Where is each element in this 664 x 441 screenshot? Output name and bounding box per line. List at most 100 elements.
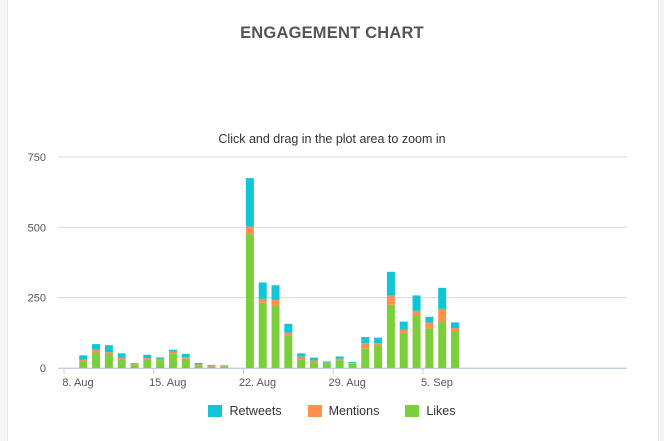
legend-item-mentions[interactable]: Mentions [307,404,380,418]
y-tick-label: 0 [40,363,46,375]
bar-likes [386,304,395,368]
x-tick-label: 8. Aug [62,377,93,389]
bar-likes [117,359,126,368]
bar-mentions [451,328,460,332]
legend-item-likes[interactable]: Likes [405,404,456,418]
chart-title: ENGAGEMENT CHART [240,24,424,42]
bar-retweets [207,364,216,366]
bar-mentions [194,364,203,366]
bar-mentions [399,329,408,333]
bar-retweets [438,287,447,309]
bar-mentions [104,352,113,355]
bar-mentions [143,358,152,360]
bar-mentions [438,308,447,322]
bar-likes [156,360,165,368]
legend-item-retweets[interactable]: Retweets [208,404,282,418]
bar-retweets [386,271,395,296]
bar-retweets [168,349,177,352]
legend-swatch [208,405,223,417]
bar-mentions [284,332,293,336]
bar-mentions [117,357,126,360]
bar-mentions [258,298,267,303]
bar-likes [207,366,216,368]
bar-mentions [348,362,357,364]
bar-likes [297,359,306,368]
bar-retweets [322,361,331,363]
bar-likes [374,345,383,368]
bar-mentions [168,351,177,354]
bar-likes [258,302,267,368]
bar-mentions [335,358,344,361]
bar-likes [220,366,229,368]
bar-mentions [412,310,421,316]
bar-retweets [412,295,421,311]
bar-retweets [258,282,267,299]
bar-likes [322,363,331,368]
bar-retweets [297,353,306,357]
bar-retweets [220,365,229,366]
bar-mentions [361,343,370,349]
bar-mentions [271,299,280,306]
bar-retweets [143,354,152,359]
bar-likes [284,335,293,368]
bar-likes [92,352,101,368]
bar-likes [130,364,139,368]
bar-mentions [322,362,331,364]
bar-likes [245,234,254,368]
bar-retweets [361,337,370,344]
bar-likes [79,360,88,368]
bar-retweets [335,356,344,359]
x-tick-label: 29. Aug [329,377,366,389]
bar-mentions [156,358,165,361]
bar-retweets [181,353,190,358]
bar-mentions [79,359,88,361]
bar-mentions [181,357,190,359]
bar-retweets [309,357,318,361]
bar-retweets [117,353,126,358]
bar-mentions [245,226,254,235]
bar-likes [181,358,190,368]
bar-likes [335,360,344,368]
bar-retweets [451,322,460,329]
bar-mentions [309,360,318,363]
bar-likes [451,331,460,368]
bar-mentions [130,364,139,365]
bar-retweets [245,178,254,227]
bar-retweets [425,316,434,323]
bar-likes [143,359,152,368]
bar-retweets [79,355,88,360]
bar-likes [438,321,447,368]
bar-retweets [130,363,139,365]
bar-likes [412,315,421,368]
bar-retweets [156,357,165,359]
bar-retweets [104,345,113,353]
bar-mentions [297,356,306,360]
chart-subtitle: Click and drag in the plot area to zoom … [218,132,446,146]
bar-likes [361,348,370,368]
y-tick-label: 750 [28,152,46,164]
chart-legend: Retweets Mentions Likes [0,404,664,418]
bar-mentions [374,343,383,346]
x-tick-label: 15. Aug [149,377,186,389]
bar-likes [425,328,434,368]
bar-mentions [386,295,395,305]
bar-mentions [220,365,229,367]
bar-retweets [92,344,101,350]
bar-likes [399,332,408,368]
y-tick-label: 500 [28,222,46,234]
legend-label: Mentions [328,404,380,418]
bar-mentions [207,365,216,367]
bar-retweets [348,362,357,363]
x-tick-label: 22. Aug [239,377,276,389]
legend-label: Retweets [229,404,282,418]
bar-likes [104,354,113,368]
bar-mentions [425,322,434,329]
legend-label: Likes [426,404,456,418]
bar-retweets [399,321,408,330]
bar-likes [271,305,280,368]
legend-swatch [307,405,322,417]
bar-retweets [374,337,383,344]
legend-swatch [405,405,420,417]
bar-likes [168,353,177,368]
